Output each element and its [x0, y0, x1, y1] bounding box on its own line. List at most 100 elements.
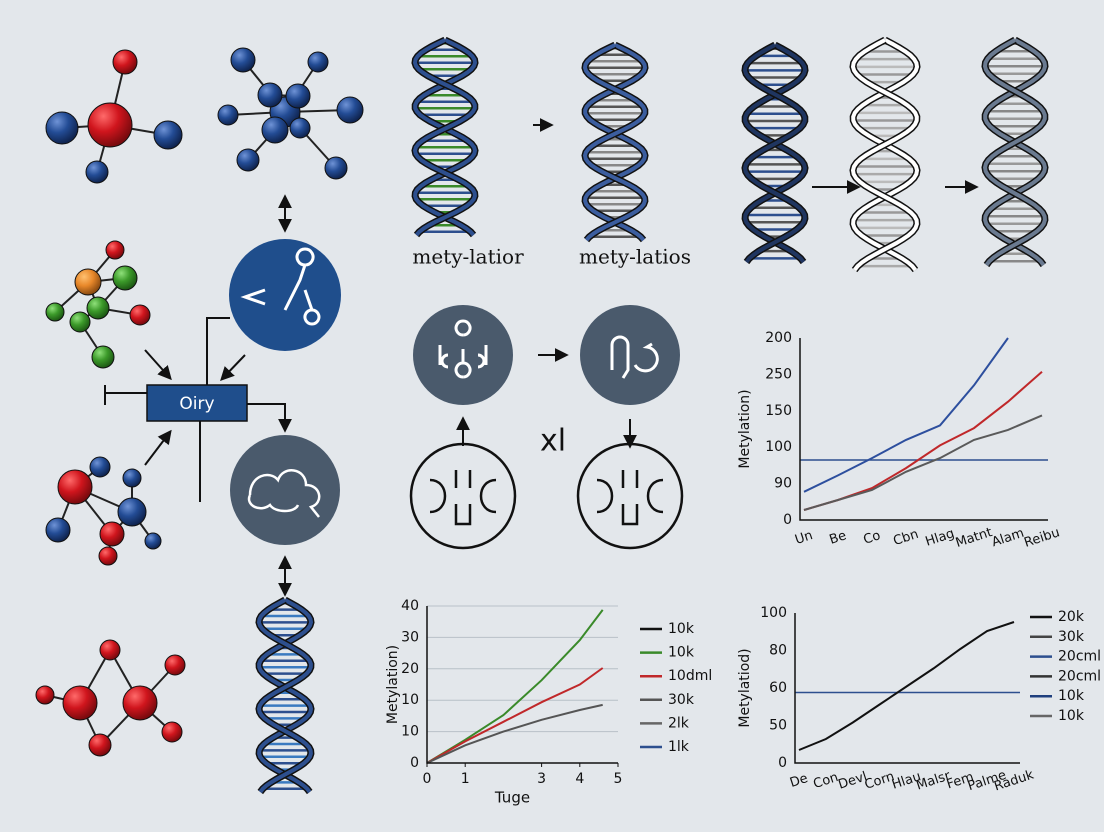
atom — [129, 304, 151, 326]
atom — [122, 685, 158, 721]
dna-strand — [742, 43, 807, 264]
atom — [69, 311, 91, 333]
connector — [206, 317, 230, 385]
atom — [164, 654, 186, 676]
legend-label: 10k — [668, 621, 695, 637]
atom — [289, 117, 311, 139]
y-tick-label: 20 — [401, 661, 419, 677]
y-axis-label: Metylation) — [737, 389, 753, 468]
atom — [112, 265, 138, 291]
x-tick-label: 4 — [575, 771, 584, 787]
y-tick-label: 90 — [774, 476, 792, 492]
middle-label: xl — [540, 424, 566, 459]
legend-label: 20cml — [1058, 649, 1101, 665]
atom — [307, 51, 329, 73]
dna-strand — [582, 43, 647, 242]
atom — [45, 111, 79, 145]
icon — [610, 335, 659, 379]
atom — [324, 156, 348, 180]
y-tick-label: 250 — [765, 366, 792, 382]
legend-label: 20k — [1058, 609, 1085, 625]
icon — [596, 470, 664, 526]
axis — [799, 338, 1048, 521]
x-tick-label: Un — [793, 528, 815, 548]
atom — [98, 546, 118, 566]
y-tick-label: 0 — [778, 755, 787, 771]
dna-strand — [982, 38, 1047, 267]
x-tick-label: De — [788, 771, 810, 791]
x-tick-label: 3 — [537, 771, 546, 787]
legend-label: 20cml — [1058, 668, 1101, 684]
data-line — [426, 703, 603, 764]
atom — [217, 104, 239, 126]
legend-label: 30k — [1058, 629, 1085, 645]
dna-strand — [583, 43, 648, 242]
y-tick-label: 200 — [765, 330, 792, 346]
axis — [794, 613, 1020, 764]
atom — [35, 685, 55, 705]
legend-label: 1lk — [668, 739, 690, 755]
atom — [99, 521, 125, 547]
dna-strand — [257, 598, 314, 794]
atom — [236, 148, 260, 172]
dna-strand — [256, 598, 313, 794]
process-box — [146, 384, 248, 422]
data-line — [803, 337, 1009, 493]
arrow — [247, 403, 292, 433]
y-tick-label: 30 — [401, 629, 419, 645]
icon — [240, 247, 321, 326]
atom — [112, 49, 138, 75]
atom — [261, 116, 289, 144]
legend-label: 2lk — [668, 715, 690, 731]
atom — [45, 517, 71, 543]
atom — [285, 83, 311, 109]
box-label: Oiry — [179, 394, 214, 414]
diagram-layout — [104, 36, 1049, 795]
legend-label: 10k — [668, 645, 695, 661]
arrow — [144, 429, 172, 466]
dna-label: mety-latios — [579, 245, 691, 269]
x-tick-label: Con — [812, 770, 841, 792]
atom — [336, 96, 364, 124]
atom — [117, 497, 147, 527]
y-tick-label: 0 — [410, 755, 419, 771]
x-tick-label: 1 — [461, 771, 470, 787]
y-tick-label: 50 — [769, 718, 787, 734]
icon — [247, 469, 321, 518]
legend-label: 10dml — [668, 668, 712, 684]
y-tick-label: 80 — [769, 643, 787, 659]
process-circle — [229, 239, 341, 351]
dna-label: mety-latior — [412, 245, 524, 269]
dna-strand — [412, 38, 477, 237]
y-tick-label: 10 — [401, 724, 419, 740]
atom — [62, 685, 98, 721]
data-line — [803, 370, 1043, 511]
data-line — [426, 609, 604, 764]
y-tick-label: 60 — [769, 680, 787, 696]
atom — [74, 268, 102, 296]
atom — [57, 469, 93, 505]
atom — [161, 721, 183, 743]
atom — [91, 345, 115, 369]
atom — [45, 302, 65, 322]
legend-label: 10k — [1058, 688, 1085, 704]
atom — [86, 296, 110, 320]
arrow — [144, 349, 172, 381]
dna-strand — [851, 38, 920, 272]
atom — [105, 240, 125, 260]
x-tick-label: Co — [862, 528, 883, 548]
process-circle — [580, 305, 680, 405]
axis — [426, 606, 618, 764]
y-tick-label: 40 — [401, 598, 419, 614]
y-axis-label: Metylatiod) — [737, 648, 753, 727]
legend-label: 10k — [1058, 708, 1085, 724]
dna-strand — [413, 38, 478, 237]
data-line — [426, 667, 604, 764]
atom — [230, 47, 256, 73]
x-tick-label: Cbn — [892, 527, 921, 549]
y-axis-label: Metylation) — [385, 645, 401, 724]
x-tick-label: Hlag — [924, 526, 957, 549]
dna-strand — [743, 43, 808, 264]
atom — [99, 639, 121, 661]
